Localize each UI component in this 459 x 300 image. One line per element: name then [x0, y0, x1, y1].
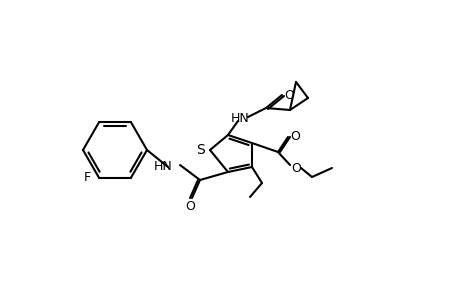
Text: HN: HN: [154, 160, 173, 173]
Text: F: F: [84, 171, 91, 184]
Text: O: O: [185, 200, 195, 212]
Text: O: O: [284, 88, 293, 101]
Text: O: O: [291, 161, 300, 175]
Text: S: S: [196, 143, 205, 157]
Text: HN: HN: [230, 112, 249, 124]
Text: O: O: [290, 130, 299, 143]
